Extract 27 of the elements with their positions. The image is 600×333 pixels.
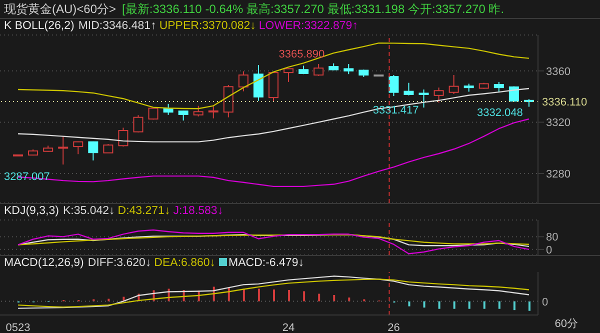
annotation: 3332.048 (477, 107, 523, 119)
text: MACD(12,26,9) (4, 257, 84, 269)
x-tick-label: 24 (282, 322, 295, 333)
text: DEA:6.860↓ (154, 257, 216, 269)
chart-title: 现货黄金(AU)<60分> (4, 2, 116, 16)
ref-line-label: 3336.110 (542, 96, 588, 109)
annotation: 3331.417 (372, 104, 419, 117)
text: DIFF:3.620↓ (88, 257, 152, 269)
series-label: D:43.271↓ (118, 205, 170, 217)
y-tick-label: 80 (546, 232, 558, 244)
series-label: K:35.042↓ (62, 205, 115, 217)
x-tick-label: 0523 (6, 322, 30, 333)
y-tick-label: 3360 (546, 66, 570, 78)
annotation: 3365.890 (278, 48, 325, 60)
text: KDJ(9,3,3) (4, 205, 59, 217)
legend-label: MACD:-6.479↓ (228, 257, 304, 269)
text: MID:3346.481↑ (78, 20, 156, 32)
text: 60分 (554, 317, 578, 331)
x-tick-label: 26 (388, 322, 400, 333)
series-label: J:18.583↓ (173, 205, 224, 217)
text: UPPER:3370.082↓ (159, 20, 256, 32)
text: LOWER:3322.879↑ (258, 20, 358, 32)
chart-subtitle: [最新:3336.110 -0.64% 最高:3357.270 最低:3331.198 今开:3357.270 昨. (122, 2, 504, 16)
y-tick-label: 0 (546, 244, 552, 256)
y-tick-label: 3280 (546, 168, 570, 180)
text: K BOLL(26,2) (4, 20, 74, 32)
y-tick-label: 3320 (546, 117, 570, 130)
